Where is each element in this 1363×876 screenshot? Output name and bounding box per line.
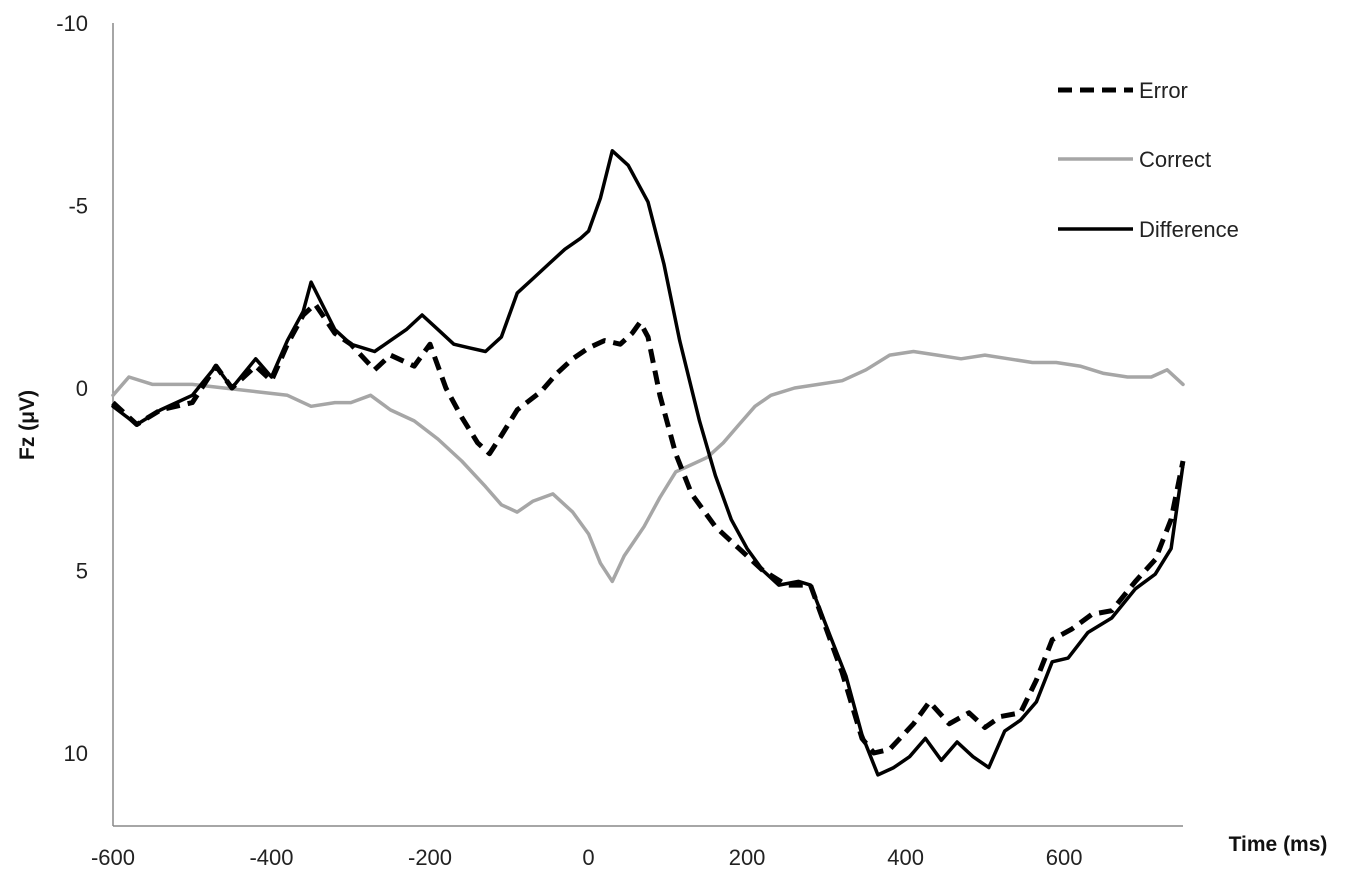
y-tick-label: -10 xyxy=(56,11,88,36)
series-line-difference xyxy=(111,149,1185,777)
legend-label-error: Error xyxy=(1139,78,1188,103)
y-tick-label: 5 xyxy=(76,559,88,584)
y-tick-label: -5 xyxy=(68,194,88,219)
x-tick-label: 0 xyxy=(582,845,594,870)
chart-axes xyxy=(112,23,1183,827)
x-tick-label: -400 xyxy=(249,845,293,870)
x-tick-label: 200 xyxy=(729,845,766,870)
x-tick-label: 400 xyxy=(887,845,924,870)
series-line-correct xyxy=(111,349,1185,584)
y-axis-title: Fz (μV) xyxy=(16,390,39,460)
y-tick-labels: -10 -5 0 5 10 xyxy=(56,11,88,766)
y-tick-label: 10 xyxy=(64,741,88,766)
series-lines xyxy=(111,149,1186,777)
x-tick-label: -200 xyxy=(408,845,452,870)
x-tick-labels: -600 -400 -200 0 200 400 600 xyxy=(91,845,1082,870)
chart-legend: Error Correct Difference xyxy=(1058,78,1239,242)
legend-label-difference: Difference xyxy=(1139,217,1239,242)
x-axis-title: Time (ms) xyxy=(1229,833,1328,856)
x-tick-label: -600 xyxy=(91,845,135,870)
y-tick-label: 0 xyxy=(76,376,88,401)
x-tick-label: 600 xyxy=(1046,845,1083,870)
legend-label-correct: Correct xyxy=(1139,147,1211,172)
